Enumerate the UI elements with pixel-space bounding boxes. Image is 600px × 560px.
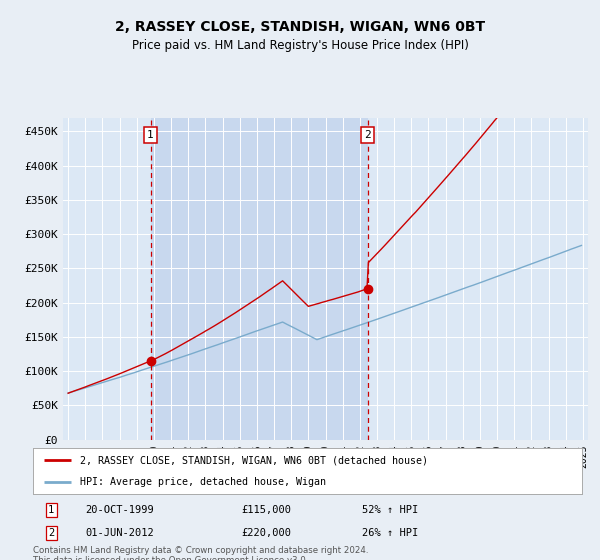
Text: 52% ↑ HPI: 52% ↑ HPI	[362, 505, 419, 515]
Text: 2, RASSEY CLOSE, STANDISH, WIGAN, WN6 0BT (detached house): 2, RASSEY CLOSE, STANDISH, WIGAN, WN6 0B…	[80, 455, 428, 465]
Text: 2, RASSEY CLOSE, STANDISH, WIGAN, WN6 0BT: 2, RASSEY CLOSE, STANDISH, WIGAN, WN6 0B…	[115, 20, 485, 34]
Text: 26% ↑ HPI: 26% ↑ HPI	[362, 528, 419, 538]
Text: 2: 2	[364, 130, 371, 140]
Text: Contains HM Land Registry data © Crown copyright and database right 2024.
This d: Contains HM Land Registry data © Crown c…	[33, 546, 368, 560]
Text: 1: 1	[48, 505, 54, 515]
Text: HPI: Average price, detached house, Wigan: HPI: Average price, detached house, Wiga…	[80, 477, 326, 487]
Text: 2: 2	[48, 528, 54, 538]
Text: 01-JUN-2012: 01-JUN-2012	[85, 528, 154, 538]
Text: 20-OCT-1999: 20-OCT-1999	[85, 505, 154, 515]
Text: Price paid vs. HM Land Registry's House Price Index (HPI): Price paid vs. HM Land Registry's House …	[131, 39, 469, 52]
Text: £115,000: £115,000	[242, 505, 292, 515]
Text: 1: 1	[147, 130, 154, 140]
Bar	[151, 118, 368, 440]
Text: £220,000: £220,000	[242, 528, 292, 538]
